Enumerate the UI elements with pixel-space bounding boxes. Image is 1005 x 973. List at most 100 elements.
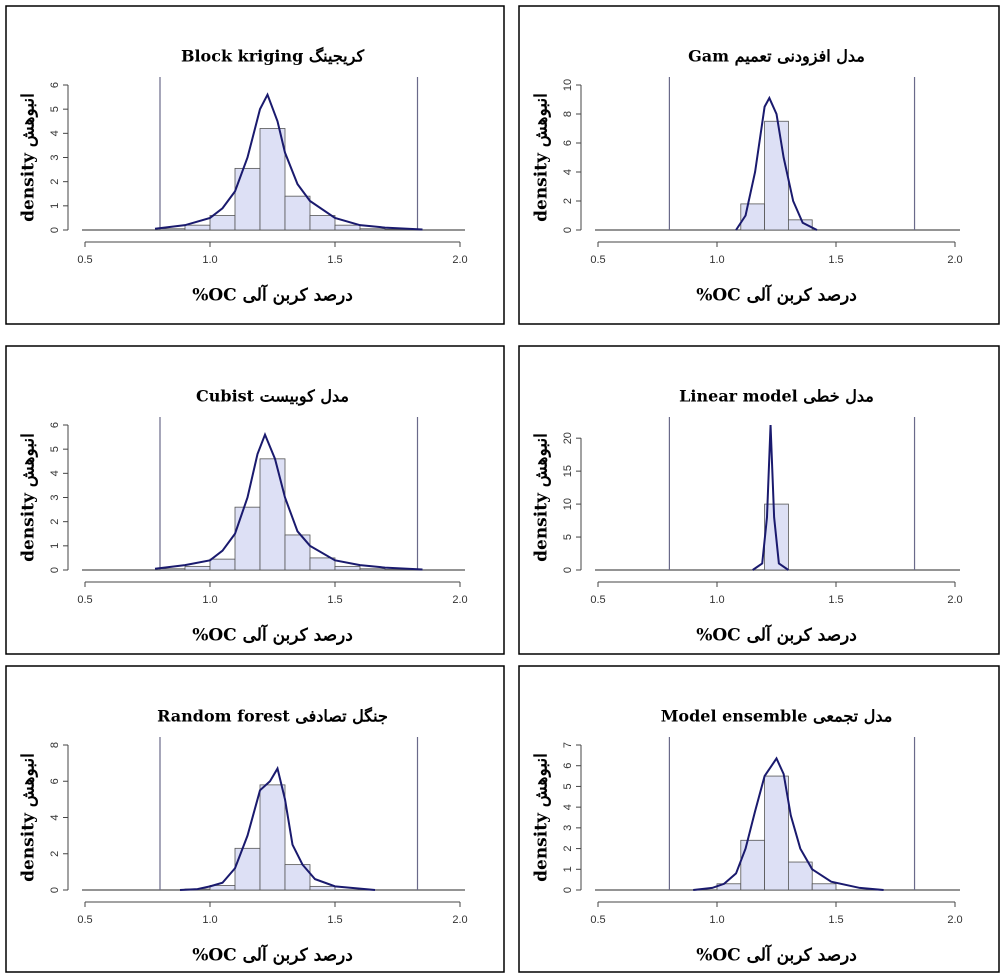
x-tick-label: 2.0 xyxy=(947,594,962,606)
x-tick-label: 1.0 xyxy=(709,254,724,266)
histogram-bar xyxy=(159,568,186,571)
x-tick-label: 0.5 xyxy=(590,594,605,606)
panel-border xyxy=(5,5,505,325)
histogram-bar xyxy=(234,167,261,231)
histogram-bar xyxy=(259,784,286,891)
histogram-bar xyxy=(209,215,236,231)
y-tick-label: 10 xyxy=(562,498,574,510)
y-tick-label: 0 xyxy=(562,887,574,893)
y-tick-label: 20 xyxy=(562,432,574,444)
histogram-bar xyxy=(209,558,236,571)
histogram-bar xyxy=(309,557,336,571)
y-tick-label: 4 xyxy=(49,470,61,476)
x-tick-label: 1.0 xyxy=(709,914,724,926)
x-tick-label: 0.5 xyxy=(590,914,605,926)
y-axis-label: density انبوهش xyxy=(532,93,552,222)
y-tick-label: 6 xyxy=(562,763,574,769)
histogram-bar xyxy=(359,568,386,571)
density-curve xyxy=(154,431,423,571)
density-curve xyxy=(179,765,376,891)
y-tick-label: 4 xyxy=(49,130,61,136)
x-tick-label: 1.5 xyxy=(327,594,342,606)
x-axis-label: %OC درصد کربن آلی xyxy=(696,944,857,966)
y-tick-label: 0 xyxy=(562,227,574,233)
y-tick-label: 6 xyxy=(562,140,574,146)
y-tick-label: 2 xyxy=(562,846,574,852)
density-curve xyxy=(154,92,423,231)
y-tick-label: 1 xyxy=(49,203,61,209)
x-tick-label: 0.5 xyxy=(77,594,92,606)
x-axis-label: %OC درصد کربن آلی xyxy=(192,284,353,306)
x-tick-label: 1.0 xyxy=(202,254,217,266)
chart-panel: Gam مدل افزودنی تعمیم %OC درصد کربن آلی de… xyxy=(518,5,1000,325)
histogram-bar xyxy=(787,861,813,891)
panel-border xyxy=(5,665,505,973)
chart-title: Linear model مدل خطی xyxy=(679,387,874,406)
histogram-bar xyxy=(334,224,361,231)
x-tick-label: 1.5 xyxy=(327,914,342,926)
histogram-bar xyxy=(309,885,336,891)
panel-border xyxy=(518,5,1000,325)
histogram-bar xyxy=(234,506,261,571)
panel-border xyxy=(518,665,1000,973)
chart-panel: Block kriging کریجینگ %OC درصد کربن آلی de… xyxy=(5,5,505,325)
x-tick-label: 0.5 xyxy=(77,914,92,926)
chart-panel: Random forest جنگل تصادفی %OC درصد کربن آ… xyxy=(5,665,505,973)
histogram-bar xyxy=(184,224,211,231)
histogram-bar xyxy=(359,228,386,231)
y-tick-label: 0 xyxy=(49,567,61,573)
chart-panel: Model ensemble مدل تجمعی %OC درصد کربن آل… xyxy=(518,665,1000,973)
y-tick-label: 4 xyxy=(562,169,574,175)
x-tick-label: 2.0 xyxy=(947,254,962,266)
histogram-bar xyxy=(159,228,186,231)
y-tick-label: 10 xyxy=(562,79,574,91)
density-curve xyxy=(735,95,818,231)
chart-title: Gam مدل افزودنی تعمیم xyxy=(688,47,865,67)
y-tick-label: 15 xyxy=(562,465,574,477)
histogram-bar xyxy=(334,565,361,571)
histogram-bar xyxy=(764,775,789,891)
y-tick-label: 3 xyxy=(49,154,61,160)
y-tick-label: 7 xyxy=(562,742,574,748)
histogram-bar xyxy=(811,883,837,891)
y-axis-label: density انبوهش xyxy=(19,433,39,562)
histogram-bar xyxy=(284,195,311,231)
panel-border xyxy=(5,345,505,655)
x-tick-label: 1.5 xyxy=(828,254,843,266)
histogram-bar xyxy=(309,215,336,231)
x-tick-label: 1.5 xyxy=(828,914,843,926)
x-axis-label: %OC درصد کربن آلی xyxy=(696,624,857,646)
y-tick-label: 2 xyxy=(49,179,61,185)
y-tick-label: 6 xyxy=(49,422,61,428)
y-tick-label: 1 xyxy=(562,866,574,872)
y-tick-label: 5 xyxy=(49,446,61,452)
y-tick-label: 8 xyxy=(49,742,61,748)
x-tick-label: 1.5 xyxy=(828,594,843,606)
y-tick-label: 6 xyxy=(49,82,61,88)
x-tick-label: 2.0 xyxy=(452,914,467,926)
x-tick-label: 1.0 xyxy=(202,594,217,606)
x-tick-label: 2.0 xyxy=(452,594,467,606)
x-tick-label: 1.0 xyxy=(202,914,217,926)
chart-panel: Cubist مدل کوبیست %OC درصد کربن آلی densit… xyxy=(5,345,505,655)
chart-panel: Linear model مدل خطی %OC درصد کربن آلی den… xyxy=(518,345,1000,655)
chart-title: Cubist مدل کوبیست xyxy=(196,387,349,407)
x-tick-label: 1.5 xyxy=(327,254,342,266)
x-axis-label: %OC درصد کربن آلی xyxy=(696,284,857,306)
density-curve xyxy=(752,424,789,571)
panel-border xyxy=(518,345,1000,655)
y-tick-label: 5 xyxy=(562,534,574,540)
histogram-bar xyxy=(740,839,766,891)
y-tick-label: 0 xyxy=(49,227,61,233)
histogram-bar xyxy=(259,128,286,231)
x-tick-label: 0.5 xyxy=(590,254,605,266)
chart-title: Block kriging کریجینگ xyxy=(181,47,365,67)
y-axis-label: density انبوهش xyxy=(532,433,552,562)
x-tick-label: 1.0 xyxy=(709,594,724,606)
y-tick-label: 2 xyxy=(49,851,61,857)
y-tick-label: 4 xyxy=(49,814,61,820)
y-tick-label: 6 xyxy=(49,778,61,784)
y-tick-label: 0 xyxy=(49,887,61,893)
histogram-bar xyxy=(764,120,789,231)
